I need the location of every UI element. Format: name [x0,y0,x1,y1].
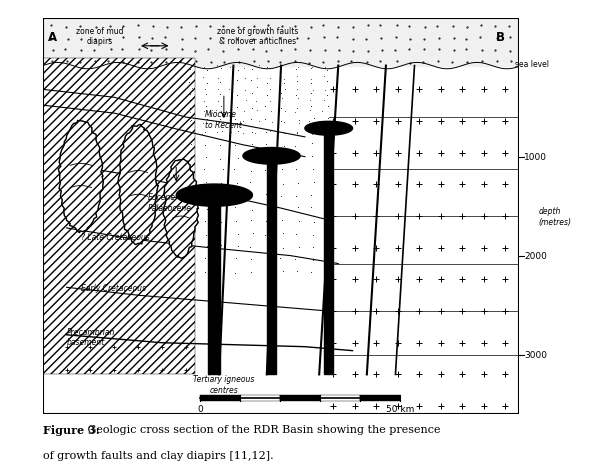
Polygon shape [360,395,400,401]
Polygon shape [240,395,280,401]
Text: 3000: 3000 [524,350,547,359]
Text: A: A [48,31,57,44]
Polygon shape [43,39,196,375]
Text: Figure 3:: Figure 3: [43,424,100,435]
Polygon shape [267,158,276,375]
Polygon shape [320,395,360,401]
Text: ? Late Cretaceous: ? Late Cretaceous [81,232,150,241]
Text: 2000: 2000 [524,252,547,260]
Text: of growth faults and clay diapirs [11,12].: of growth faults and clay diapirs [11,12… [43,450,273,460]
Text: 1000: 1000 [524,153,547,162]
Polygon shape [176,185,252,207]
Polygon shape [163,159,199,258]
Polygon shape [329,19,519,414]
Text: B: B [496,31,505,44]
Text: zone of growth faults
& rollover anticlines: zone of growth faults & rollover anticli… [216,27,298,46]
Polygon shape [243,148,300,165]
Bar [43,59,196,375]
Polygon shape [118,125,158,245]
Polygon shape [305,122,353,136]
Text: Early Cretaceous: Early Cretaceous [81,284,146,293]
Text: depth
(metres): depth (metres) [538,207,571,226]
Text: 50 km: 50 km [386,404,414,413]
Polygon shape [280,395,320,401]
Polygon shape [43,19,519,67]
Text: 0: 0 [197,404,203,413]
Text: Eocene-
Palaeocene: Eocene- Palaeocene [148,193,192,212]
Polygon shape [208,197,221,375]
Polygon shape [200,395,240,401]
Text: Precambrian
basement: Precambrian basement [67,327,115,347]
Text: Miocene
to Recent: Miocene to Recent [205,110,242,129]
Text: zone of mud
diapirs: zone of mud diapirs [76,27,123,46]
Text: Geologic cross section of the RDR Basin showing the presence: Geologic cross section of the RDR Basin … [84,424,441,434]
Text: sea level: sea level [514,60,549,69]
Polygon shape [324,129,333,375]
Polygon shape [58,121,103,233]
Text: Tertiary igneous
centres: Tertiary igneous centres [193,375,255,394]
